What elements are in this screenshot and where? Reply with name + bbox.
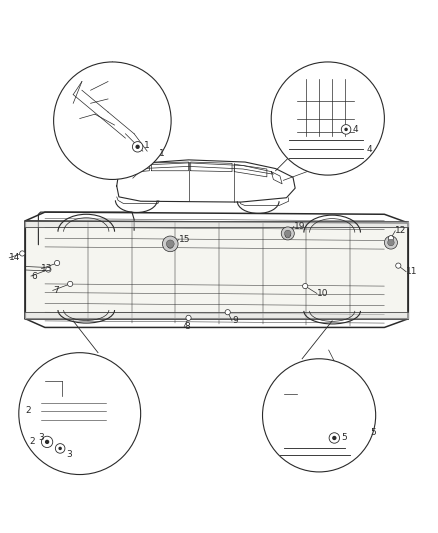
Circle shape — [53, 62, 171, 180]
Circle shape — [285, 230, 291, 237]
Text: 2: 2 — [25, 407, 31, 416]
Circle shape — [396, 263, 401, 268]
Circle shape — [20, 251, 25, 256]
Circle shape — [132, 142, 143, 152]
Circle shape — [225, 310, 230, 315]
Circle shape — [271, 62, 385, 175]
Text: 3: 3 — [67, 450, 72, 459]
Text: 4: 4 — [366, 146, 372, 155]
Text: 5: 5 — [371, 428, 376, 437]
Circle shape — [262, 359, 376, 472]
Circle shape — [19, 353, 141, 474]
Text: 13: 13 — [42, 264, 53, 273]
Polygon shape — [117, 160, 295, 202]
Circle shape — [54, 261, 60, 265]
Circle shape — [388, 239, 394, 246]
Circle shape — [186, 315, 191, 320]
Text: 3: 3 — [39, 433, 44, 442]
Text: 5: 5 — [341, 433, 346, 442]
Text: 1: 1 — [144, 141, 149, 150]
Circle shape — [67, 281, 73, 287]
Circle shape — [303, 284, 308, 289]
Circle shape — [135, 144, 140, 149]
Text: 10: 10 — [317, 289, 328, 298]
Polygon shape — [25, 221, 408, 228]
Text: 1: 1 — [159, 149, 165, 158]
Text: 9: 9 — [232, 317, 238, 326]
Circle shape — [389, 236, 393, 241]
Text: 4: 4 — [352, 125, 358, 134]
Circle shape — [162, 236, 178, 252]
Circle shape — [344, 128, 348, 131]
Circle shape — [58, 447, 62, 450]
Circle shape — [45, 440, 49, 444]
Circle shape — [385, 236, 397, 249]
Circle shape — [42, 436, 53, 448]
Polygon shape — [25, 312, 408, 319]
Text: 12: 12 — [395, 227, 406, 235]
Text: 7: 7 — [53, 286, 59, 295]
Circle shape — [285, 232, 290, 238]
Circle shape — [166, 240, 174, 248]
Text: 19: 19 — [294, 222, 305, 231]
Polygon shape — [36, 396, 119, 429]
Text: 8: 8 — [184, 322, 190, 331]
Circle shape — [46, 267, 51, 272]
Text: 14: 14 — [9, 253, 21, 262]
Circle shape — [329, 433, 339, 443]
Circle shape — [168, 243, 173, 248]
Text: 11: 11 — [406, 267, 418, 276]
Circle shape — [332, 436, 336, 440]
Text: 6: 6 — [31, 272, 37, 280]
Text: 15: 15 — [179, 235, 191, 244]
Polygon shape — [25, 221, 408, 319]
Text: 2: 2 — [30, 437, 35, 446]
Circle shape — [281, 227, 294, 240]
Circle shape — [341, 125, 351, 134]
Circle shape — [55, 443, 65, 453]
